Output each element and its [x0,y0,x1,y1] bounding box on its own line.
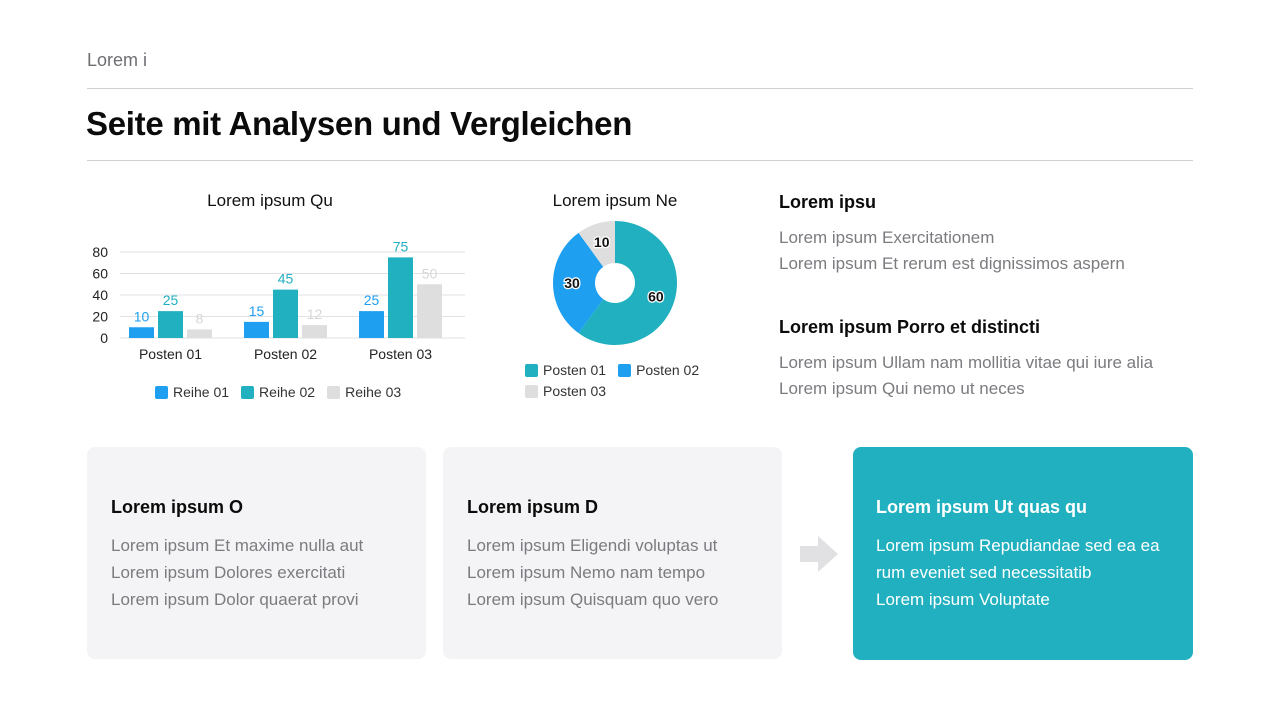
info-card-1: Lorem ipsum O Lorem ipsum Et maxime null… [87,447,426,659]
x-tick-label: Posten 03 [369,346,432,362]
legend-label: Posten 01 [543,362,607,378]
card-line: Lorem ipsum Nemo nam tempo [467,563,706,582]
y-tick-label: 80 [92,244,108,260]
card-line: Lorem ipsum Voluptate [876,590,1050,609]
info-line: Lorem ipsum Qui nemo ut neces [779,379,1025,398]
card-line: Lorem ipsum Et maxime nulla aut [111,536,364,555]
card-line: rum eveniet sed necessitatib [876,563,1092,582]
y-tick-label: 60 [92,266,108,282]
legend-item-posten-03: Posten 03 [525,383,606,399]
card-heading: Lorem ipsum Ut quas qu [876,497,1088,517]
card-line: Lorem ipsum Eligendi voluptas ut [467,536,718,555]
y-tick-label: 0 [100,330,108,346]
x-tick-label: Posten 01 [139,346,202,362]
bar [273,289,298,338]
x-tick-label: Posten 02 [254,346,317,362]
legend-label: Posten 02 [636,362,700,378]
card-heading: Lorem ipsum D [467,497,599,517]
header-divider-top [87,88,1193,89]
info-section-2: Lorem ipsum Porro et distincti Lorem ips… [779,317,1199,402]
donut-slice [578,221,677,345]
data-label: 50 [422,265,438,281]
donut-chart-title: Lorem ipsum Ne [552,191,678,210]
page-title: Seite mit Analysen und Vergleichen [86,105,633,142]
card-line: Lorem ipsum Dolores exercitati [111,563,346,582]
legend-swatch [618,363,632,377]
data-label: 12 [307,306,323,322]
arrow-right-icon [800,536,838,572]
card-line: Lorem ipsum Quisquam quo vero [467,590,719,609]
legend-item-posten-01: Posten 01 [525,362,606,378]
data-label: 25 [364,292,380,308]
data-label: 15 [249,303,265,319]
legend-item-reihe-03: Reihe 03 [327,384,401,400]
legend-item-reihe-01: Reihe 01 [155,384,229,400]
legend-swatch [327,385,341,399]
bar [158,311,183,338]
info-heading: Lorem ipsu [779,192,877,212]
legend-item-reihe-02: Reihe 02 [241,384,315,400]
data-label: 25 [163,292,179,308]
y-tick-label: 40 [92,287,108,303]
info-line: Lorem ipsum Ullam nam mollitia vitae qui… [779,353,1154,372]
legend-item-posten-02: Posten 02 [618,362,699,378]
highlight-card: Lorem ipsum Ut quas qu Lorem ipsum Repud… [853,447,1193,660]
data-label: 45 [278,271,294,287]
donut-slice [553,232,604,334]
bar-chart-legend: Reihe 01 Reihe 02 Reihe 03 [155,384,413,400]
slice-label: 10 [594,234,610,250]
bar [302,325,327,338]
header-divider-bottom [87,160,1193,161]
info-heading: Lorem ipsum Porro et distincti [779,317,1041,337]
slide-eyebrow: Lorem i [87,50,148,70]
donut-chart-legend: Posten 01 Posten 02 [525,362,711,378]
info-line: Lorem ipsum Exercitationem [779,228,995,247]
legend-label: Reihe 03 [345,384,402,400]
bar [129,327,154,338]
legend-swatch [241,385,255,399]
bar-chart: 0 20 40 60 80 10 25 8 15 45 12 25 75 50 Posten 01 Pos… [92,238,465,362]
bar-chart-title: Lorem ipsum Qu [207,191,333,210]
legend-label: Reihe 01 [173,384,230,400]
donut-chart-legend-row-2: Posten 03 [525,383,618,399]
bar [388,257,413,338]
bar [359,311,384,338]
y-tick-label: 20 [92,309,108,325]
info-card-2: Lorem ipsum D Lorem ipsum Eligendi volup… [443,447,782,659]
slice-label: 30 [564,275,580,291]
info-line: Lorem ipsum Et rerum est dignissimos asp… [779,254,1125,273]
card-line: Lorem ipsum Repudiandae sed ea ea [876,536,1160,555]
donut-chart: 60 30 10 [553,221,677,345]
info-section-1: Lorem ipsu Lorem ipsum Exercitationem Lo… [779,192,1199,277]
legend-swatch [155,385,168,399]
data-label: 75 [393,238,409,254]
data-label: 8 [196,310,204,326]
bar [187,329,212,338]
data-label: 10 [134,308,150,324]
donut-slice [578,221,615,267]
slice-label: 60 [648,288,664,304]
legend-label: Reihe 02 [259,384,316,400]
card-heading: Lorem ipsum O [111,497,244,517]
legend-label: Posten 03 [543,383,607,399]
legend-swatch [525,384,538,398]
card-line: Lorem ipsum Dolor quaerat provi [111,590,359,609]
bar [244,321,269,338]
bar [417,284,442,338]
legend-swatch [525,363,538,377]
